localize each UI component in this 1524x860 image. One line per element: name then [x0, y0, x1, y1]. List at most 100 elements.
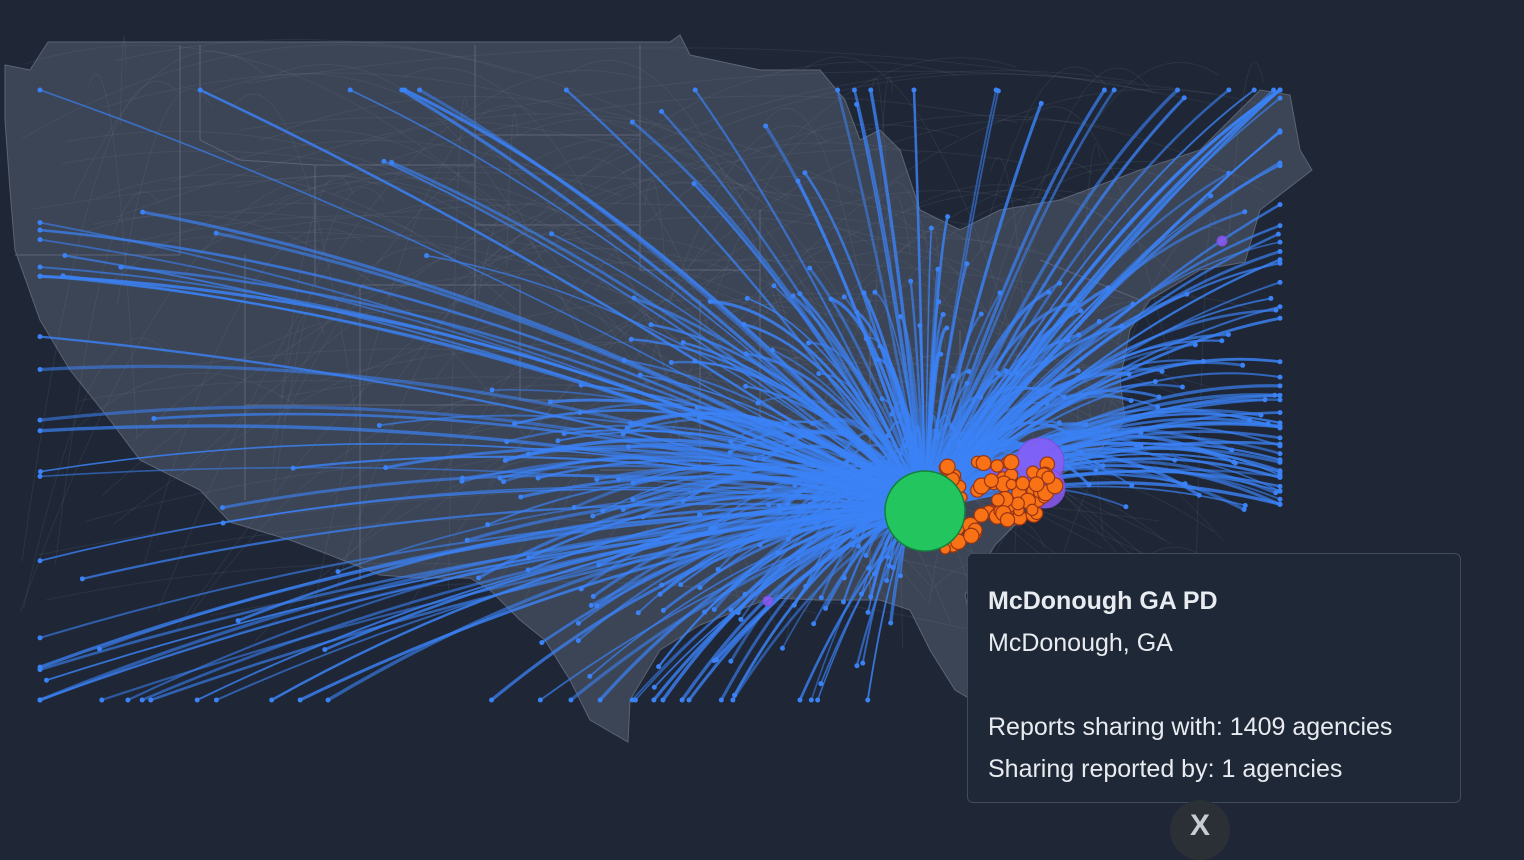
connection-arc	[923, 89, 1116, 512]
arc-end	[648, 322, 654, 328]
arc-end	[718, 697, 724, 703]
close-button[interactable]: X	[1170, 800, 1230, 860]
arc-end	[1232, 460, 1238, 466]
arc-end	[1277, 423, 1283, 429]
arc-end	[1275, 231, 1281, 237]
connection-arc	[924, 372, 1281, 512]
background-arc	[85, 213, 527, 438]
arc-end	[680, 340, 686, 346]
arc-end	[1262, 397, 1268, 403]
arc-end	[568, 697, 574, 703]
arc-end	[808, 697, 814, 703]
arc-end	[711, 658, 717, 664]
arc-end	[590, 513, 596, 519]
arc-end	[43, 677, 49, 683]
arc-end	[37, 334, 43, 340]
background-arc	[72, 51, 265, 200]
background-arc	[101, 149, 1024, 497]
arc-end	[151, 416, 157, 422]
arc-end	[1277, 315, 1283, 321]
arc-end	[62, 253, 68, 259]
connection-arc	[923, 89, 1230, 512]
tooltip: McDonough GA PD McDonough, GA Reports sh…	[967, 553, 1461, 803]
arc-end	[476, 575, 482, 581]
arc-end	[1179, 384, 1185, 390]
arc-end	[1123, 504, 1129, 510]
arc-end	[399, 87, 405, 93]
arc-end	[872, 289, 878, 295]
arc-end	[629, 119, 635, 125]
connection-arc	[808, 267, 927, 512]
background-arc	[210, 581, 1030, 646]
connection-arc	[39, 221, 926, 512]
arc-end	[235, 618, 241, 624]
arc-end	[854, 663, 860, 669]
connection-arc	[391, 161, 926, 513]
page: McDonough GA PD McDonough, GA Reports sh…	[4, 34, 1461, 860]
arc-end	[702, 609, 708, 615]
background-arc	[272, 186, 385, 494]
orange-marker	[1041, 470, 1056, 485]
connection-arc	[101, 509, 926, 702]
arc-end	[139, 697, 145, 703]
connection-arc	[923, 89, 1106, 512]
arc-end	[1056, 420, 1062, 426]
arc-end	[732, 692, 738, 698]
arc-end	[1106, 427, 1112, 433]
arc-end	[660, 607, 666, 613]
arc-end	[860, 660, 866, 666]
arc-end	[489, 387, 495, 393]
arc-end	[37, 227, 43, 233]
arc-end	[711, 607, 717, 613]
arc-end	[886, 563, 892, 569]
arc-end	[1138, 429, 1144, 435]
arc-end	[213, 697, 219, 703]
connection-arc	[199, 88, 926, 513]
arc-end	[594, 476, 600, 482]
arc-end	[960, 445, 966, 451]
arc-end	[816, 371, 822, 377]
arc-end	[1277, 304, 1283, 310]
arc-end	[1075, 368, 1081, 374]
arc-end	[871, 571, 877, 577]
background-arc	[333, 177, 796, 438]
arc-end	[856, 543, 862, 549]
arc-end	[1277, 435, 1283, 441]
background-arc	[280, 175, 354, 399]
connection-arc	[404, 88, 927, 513]
arc-end	[889, 411, 895, 417]
arc-end	[766, 487, 772, 493]
arc-end	[1277, 392, 1283, 398]
arc-end	[1277, 95, 1283, 101]
arc-end	[624, 425, 630, 431]
arc-end	[526, 555, 532, 561]
background-arc	[268, 235, 1253, 657]
arc-end	[1277, 248, 1283, 254]
arc-end	[1277, 87, 1283, 93]
arc-end	[1277, 443, 1283, 449]
arc-end	[389, 159, 395, 165]
background-arc	[282, 118, 657, 422]
orange-marker	[939, 458, 956, 475]
arc-end	[776, 503, 782, 509]
arc-end	[966, 369, 972, 375]
arc-end	[118, 264, 124, 270]
background-arc	[925, 230, 940, 314]
arc-end	[885, 554, 891, 560]
arc-end	[852, 479, 858, 485]
arc-end	[945, 214, 951, 220]
arc-end	[1240, 362, 1246, 368]
orange-marker	[975, 455, 992, 472]
arc-end	[1101, 87, 1107, 93]
arc-end	[621, 357, 627, 363]
arc-end	[37, 473, 43, 479]
arc-end	[1277, 257, 1283, 263]
arc-end	[140, 209, 146, 215]
arc-end	[797, 697, 803, 703]
arc-end	[651, 697, 657, 703]
arc-end	[1277, 483, 1283, 489]
arc-end	[744, 295, 750, 301]
arc-end	[347, 87, 353, 93]
arc-end	[561, 431, 567, 437]
arc-end	[1258, 412, 1264, 418]
